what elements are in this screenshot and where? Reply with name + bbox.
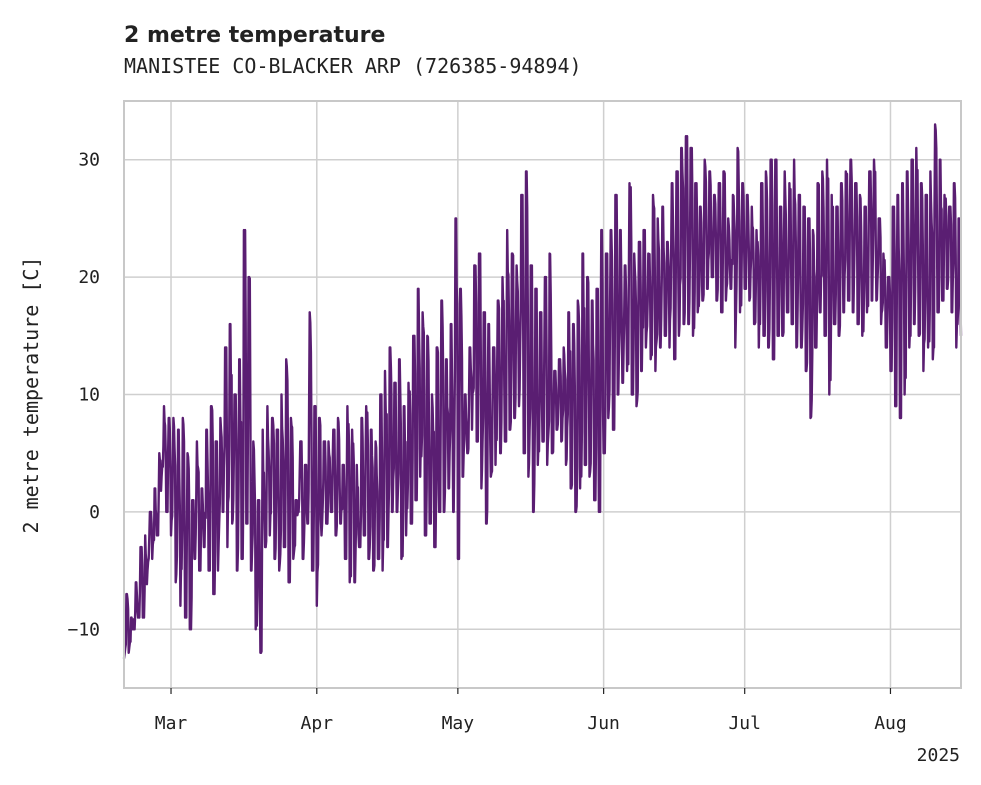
y-tick-label: −10 [67, 619, 100, 640]
y-axis-ticks: −10 0 10 20 30 [67, 150, 100, 641]
y-tick-label: 20 [78, 267, 100, 288]
y-tick-label: 30 [78, 150, 100, 171]
x-axis-year-label: 2025 [917, 745, 960, 766]
y-tick-label: 10 [78, 385, 100, 406]
x-tick-label: Aug [874, 713, 907, 734]
x-tick-label: Mar [155, 713, 188, 734]
chart-title: 2 metre temperature [124, 23, 385, 48]
y-axis-label: 2 metre temperature [C] [19, 257, 43, 534]
y-tick-label: 0 [89, 502, 100, 523]
x-tick-label: May [442, 713, 475, 734]
temperature-series-line [122, 123, 963, 659]
x-tick-label: Jun [587, 713, 620, 734]
plot-frame [123, 100, 962, 689]
plot-area [122, 123, 963, 659]
chart-subtitle: MANISTEE CO-BLACKER ARP (726385-94894) [124, 54, 582, 78]
x-tick-label: Jul [728, 713, 761, 734]
x-axis-ticks: Mar Apr May Jun Jul Aug [155, 688, 907, 734]
x-tick-label: Apr [301, 713, 334, 734]
